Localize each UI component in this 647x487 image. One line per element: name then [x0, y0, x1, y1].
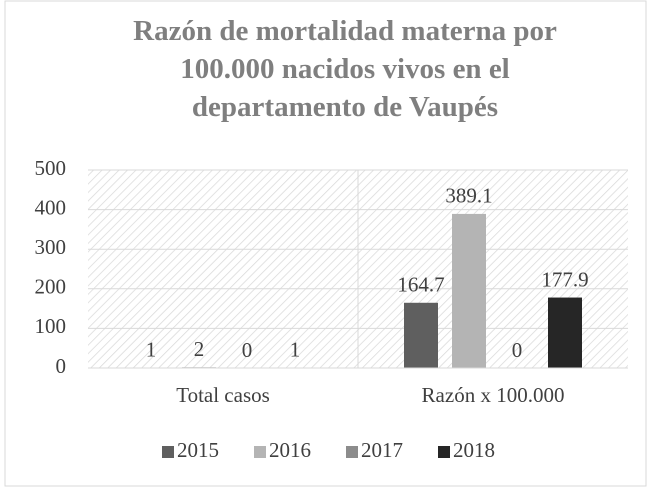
legend-swatch [254, 446, 266, 458]
data-label: 164.7 [397, 273, 444, 297]
data-label: 389.1 [445, 184, 492, 208]
legend-swatch [162, 446, 174, 458]
data-label: 2 [194, 337, 205, 361]
y-tick-label: 400 [35, 195, 67, 219]
y-tick-label: 200 [35, 275, 67, 299]
bar [404, 302, 438, 368]
y-tick-label: 0 [56, 354, 67, 378]
x-tick-label: Razón x 100.000 [422, 383, 565, 407]
y-tick-label: 300 [35, 235, 67, 259]
chart-border [4, 0, 647, 487]
legend-swatch [438, 446, 450, 458]
legend-label: 2016 [269, 438, 311, 462]
data-label: 0 [242, 338, 253, 362]
data-label: 0 [512, 338, 523, 362]
data-label: 1 [290, 337, 301, 361]
data-label: 1 [146, 337, 157, 361]
legend-swatch [346, 446, 358, 458]
legend-label: 2017 [361, 438, 403, 462]
bar [548, 297, 582, 368]
bar [452, 213, 486, 368]
legend-label: 2015 [177, 438, 219, 462]
legend-label: 2018 [453, 438, 495, 462]
y-tick-label: 100 [35, 314, 67, 338]
data-label: 177.9 [541, 267, 588, 291]
y-tick-label: 500 [35, 156, 67, 180]
chart-title: Razón de mortalidad materna por 100.000 … [133, 15, 557, 123]
x-tick-label: Total casos [176, 383, 270, 407]
